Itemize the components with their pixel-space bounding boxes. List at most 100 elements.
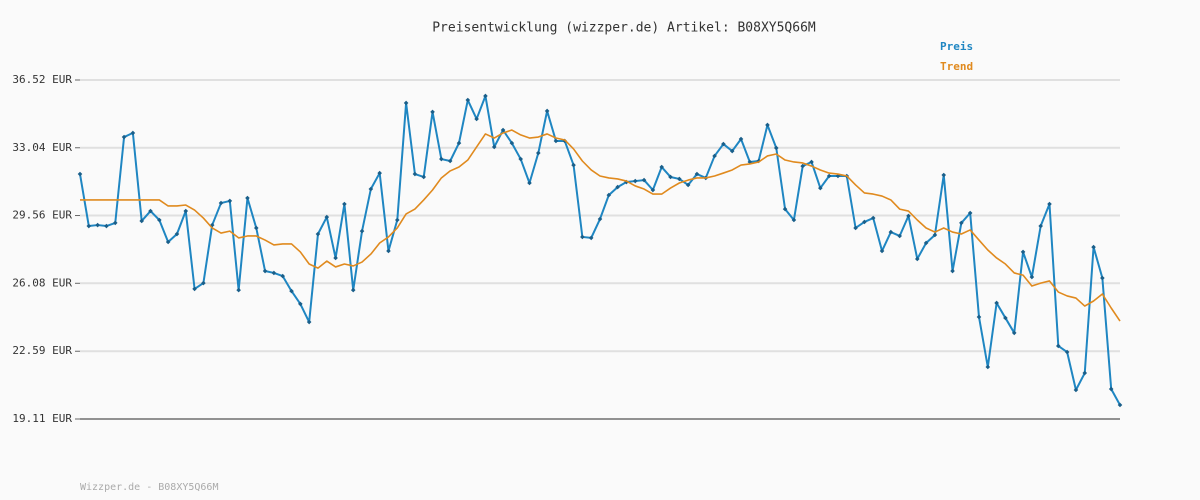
data-point [994, 300, 999, 306]
data-point [1082, 370, 1088, 376]
data-point [694, 171, 700, 177]
data-point [773, 145, 779, 151]
data-point [350, 287, 356, 293]
data-point [456, 140, 462, 146]
data-point [976, 314, 982, 320]
data-point [544, 108, 550, 114]
data-point [227, 198, 233, 204]
data-point [421, 174, 427, 180]
data-point [932, 232, 938, 238]
data-point [386, 248, 391, 254]
data-point [588, 235, 594, 241]
data-point [791, 217, 797, 223]
data-point [1038, 223, 1043, 229]
data-point [826, 173, 832, 179]
data-point [809, 159, 814, 165]
data-point [271, 270, 277, 276]
data-point [782, 206, 788, 212]
data-point [650, 187, 656, 193]
data-point [1073, 387, 1079, 393]
data-point [536, 150, 541, 156]
data-point [862, 219, 867, 225]
data-point [659, 164, 664, 170]
data-point [1091, 244, 1096, 250]
data-point [879, 248, 885, 254]
data-point [183, 208, 189, 214]
data-point [306, 319, 312, 325]
data-point [201, 280, 206, 286]
footer: Wizzper.de - B08XY5Q66M [80, 482, 218, 493]
data-point [1117, 402, 1123, 408]
data-point [950, 268, 955, 274]
data-point [580, 234, 585, 240]
data-point [77, 171, 83, 177]
y-tick-label: 33.04 EUR [12, 141, 72, 154]
data-point [1056, 343, 1061, 349]
y-tick-label: 22.59 EUR [12, 344, 72, 357]
data-point [465, 97, 471, 103]
data-point [615, 184, 620, 190]
data-point [104, 223, 109, 229]
data-point [333, 255, 338, 261]
data-point [315, 231, 321, 237]
data-point [1108, 386, 1114, 392]
data-point [800, 163, 806, 169]
data-point [174, 231, 180, 237]
data-point [139, 218, 144, 224]
legend-label: Preis [940, 40, 973, 53]
data-point [606, 192, 612, 198]
data-point [289, 288, 294, 294]
data-point [765, 122, 770, 128]
data-point [712, 153, 717, 159]
data-point [394, 217, 400, 223]
data-point [1047, 201, 1052, 207]
data-point [1064, 349, 1070, 355]
y-tick-label: 19.11 EUR [12, 412, 72, 425]
chart-title: Preisentwicklung (wizzper.de) Artikel: B… [432, 21, 816, 36]
data-point [677, 176, 682, 182]
data-point [403, 100, 409, 106]
y-tick-label: 29.56 EUR [12, 209, 72, 222]
data-point [1011, 330, 1017, 336]
data-point [95, 222, 100, 228]
data-point [632, 178, 638, 184]
data-point [298, 301, 303, 307]
data-point [280, 273, 286, 279]
series-line [80, 129, 1121, 322]
data-point [1100, 275, 1105, 281]
data-point [236, 287, 241, 293]
data-point [359, 228, 365, 234]
data-point [853, 225, 858, 231]
data-point [218, 200, 224, 206]
data-point [571, 162, 576, 168]
data-point [923, 240, 929, 246]
data-point [253, 225, 259, 231]
data-point [888, 229, 894, 235]
data-point [491, 144, 497, 150]
data-point [941, 172, 947, 178]
data-point [368, 186, 374, 192]
data-point [245, 195, 250, 201]
data-point [641, 177, 647, 183]
data-point [430, 109, 435, 115]
data-point [483, 93, 488, 99]
data-point [959, 220, 964, 226]
data-point [439, 156, 444, 162]
data-point [527, 180, 532, 186]
data-point [324, 214, 330, 220]
data-point [500, 127, 506, 133]
data-point [597, 216, 603, 222]
data-point [342, 201, 347, 207]
data-point [967, 210, 973, 216]
data-point [130, 130, 136, 136]
data-point [553, 138, 559, 144]
data-point [870, 215, 876, 221]
data-point [157, 217, 162, 223]
data-point [518, 156, 523, 162]
data-point [86, 223, 92, 229]
data-point [474, 116, 479, 122]
legend-label: Trend [940, 60, 973, 73]
data-point [165, 239, 171, 245]
